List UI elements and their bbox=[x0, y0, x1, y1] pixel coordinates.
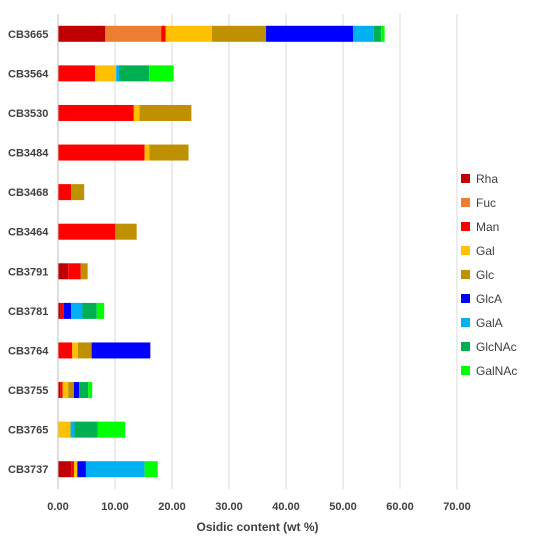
category-label: CB3764 bbox=[8, 345, 49, 357]
bar-segment-gala bbox=[353, 25, 374, 42]
x-axis-title: Osidic content (wt %) bbox=[196, 520, 318, 534]
legend-label: GalNAc bbox=[476, 364, 517, 378]
bar-segment-man bbox=[68, 263, 81, 280]
bar-segment-man bbox=[161, 25, 166, 42]
bar-segment-gal bbox=[58, 421, 71, 438]
bar-segment-galnac bbox=[144, 461, 158, 478]
bar-segment-man bbox=[58, 223, 115, 240]
legend-swatch bbox=[461, 366, 470, 375]
bar-segment-fuc bbox=[105, 25, 162, 42]
x-tick-label: 30.00 bbox=[215, 501, 243, 513]
bar-segment-glc bbox=[80, 263, 88, 280]
legend-label: Rha bbox=[476, 172, 498, 186]
legend-label: Fuc bbox=[476, 196, 496, 210]
category-label: CB3781 bbox=[8, 306, 48, 318]
x-tick-label: 60.00 bbox=[386, 501, 414, 513]
legend: Rha Fuc Man Gal Glc GlcA GalA GlcNAc GalNAc bbox=[461, 172, 517, 378]
category-label: CB3737 bbox=[8, 464, 48, 476]
bar-segment-rha bbox=[58, 25, 106, 42]
gridlines bbox=[114, 14, 458, 489]
bar-segment-glc bbox=[77, 342, 92, 359]
bar-segment-glcnac bbox=[118, 65, 150, 82]
bar-segment-galnac bbox=[97, 421, 126, 438]
legend-swatch bbox=[461, 222, 470, 231]
bar-segment-glc bbox=[71, 184, 85, 201]
bar-segment-glca bbox=[63, 302, 72, 319]
bar-segment-glca bbox=[77, 461, 86, 478]
category-label: CB3765 bbox=[8, 425, 48, 437]
bar-segment-galnac bbox=[381, 25, 385, 42]
bar-segment-glca bbox=[73, 382, 80, 399]
bar-segment-gal bbox=[95, 65, 117, 82]
x-tick-label: 20.00 bbox=[158, 501, 186, 513]
legend-swatch bbox=[461, 270, 470, 279]
category-label: CB3484 bbox=[8, 148, 49, 160]
category-label: CB3468 bbox=[8, 187, 48, 199]
legend-swatch bbox=[461, 318, 470, 327]
bar-segment-gal bbox=[72, 342, 78, 359]
bar-segment-gal bbox=[165, 25, 212, 42]
bar-segment-man bbox=[60, 302, 64, 319]
bar-segment-gal bbox=[73, 461, 78, 478]
bar-segment-gala bbox=[85, 461, 145, 478]
x-tick-labels: 0.00 10.00 20.00 30.00 40.00 50.00 60.00 70.00 bbox=[47, 501, 470, 513]
bar-segment-glc bbox=[139, 104, 192, 121]
bar-segment-glcnac bbox=[82, 302, 97, 319]
bar-segment-galnac bbox=[96, 302, 105, 319]
legend-swatch bbox=[461, 294, 470, 303]
legend-swatch bbox=[461, 198, 470, 207]
category-label: CB3665 bbox=[8, 29, 48, 41]
bar-segment-glcnac bbox=[79, 382, 89, 399]
bar-segment-rha bbox=[58, 302, 61, 319]
bar-segment-glc bbox=[149, 144, 189, 161]
bar-segment-gala bbox=[71, 302, 83, 319]
legend-swatch bbox=[461, 342, 470, 351]
x-tick-label: 0.00 bbox=[47, 501, 68, 513]
bar-segment-man bbox=[58, 144, 145, 161]
bar-segment-glca bbox=[266, 25, 354, 42]
bar-segment-man bbox=[58, 342, 73, 359]
bar-segment-glc bbox=[115, 223, 137, 240]
category-labels: CB3665 CB3564 CB3530 CB3484 CB3468 CB3464 CB37… bbox=[8, 29, 49, 476]
bar-segment-gala bbox=[70, 421, 75, 438]
bar-segment-man bbox=[58, 65, 96, 82]
bar-segment-rha bbox=[58, 461, 72, 478]
category-label: CB3464 bbox=[8, 227, 49, 239]
legend-swatch bbox=[461, 246, 470, 255]
legend-label: GalA bbox=[476, 316, 503, 330]
x-tick-label: 50.00 bbox=[329, 501, 357, 513]
category-label: CB3791 bbox=[8, 266, 48, 278]
x-tick-label: 40.00 bbox=[272, 501, 300, 513]
category-label: CB3530 bbox=[8, 108, 48, 120]
bar-segment-man bbox=[58, 184, 72, 201]
legend-label: Gal bbox=[476, 244, 495, 258]
bar-segment-glc bbox=[68, 382, 74, 399]
bar-segment-man bbox=[58, 104, 134, 121]
bar-segment-gal bbox=[133, 104, 140, 121]
bars bbox=[58, 25, 385, 478]
bar-segment-glcnac bbox=[74, 421, 98, 438]
legend-label: GlcNAc bbox=[476, 340, 517, 354]
bar-segment-galnac bbox=[88, 382, 93, 399]
legend-swatch bbox=[461, 174, 470, 183]
bar-segment-rha bbox=[58, 263, 69, 280]
bar-segment-glcnac bbox=[373, 25, 382, 42]
bar-segment-glc bbox=[211, 25, 267, 42]
x-tick-label: 70.00 bbox=[443, 501, 471, 513]
bar-segment-glca bbox=[91, 342, 151, 359]
bar-segment-rha bbox=[58, 382, 61, 399]
legend-label: GlcA bbox=[476, 292, 502, 306]
legend-label: Glc bbox=[476, 268, 494, 282]
bar-segment-man bbox=[60, 382, 63, 399]
x-tick-label: 10.00 bbox=[101, 501, 129, 513]
bar-segment-gala bbox=[116, 65, 119, 82]
category-label: CB3755 bbox=[8, 385, 48, 397]
legend-label: Man bbox=[476, 220, 499, 234]
bar-segment-man bbox=[71, 461, 74, 478]
bar-segment-gal bbox=[62, 382, 69, 399]
bar-segment-galnac bbox=[149, 65, 174, 82]
category-label: CB3564 bbox=[8, 68, 49, 80]
bar-segment-gal bbox=[144, 144, 150, 161]
